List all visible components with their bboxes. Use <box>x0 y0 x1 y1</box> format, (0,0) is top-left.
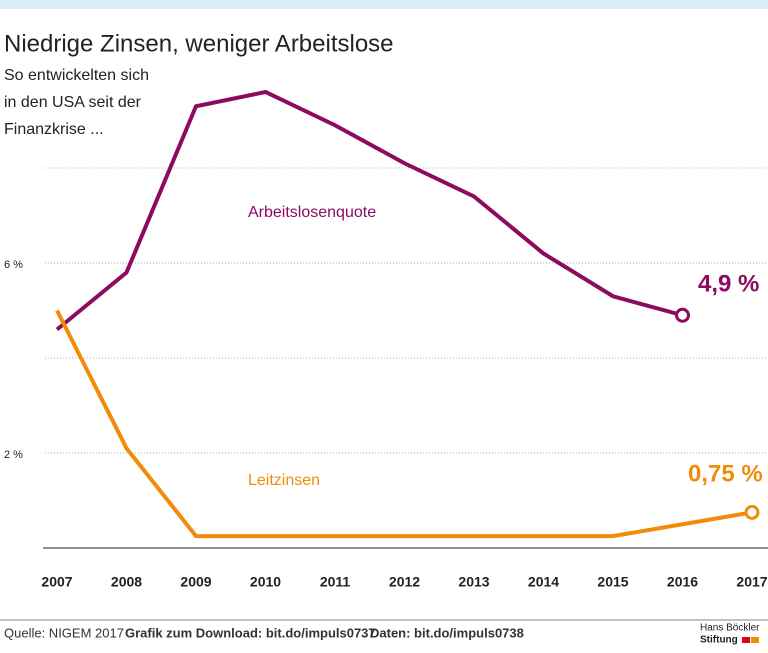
y-tick-label: 2 % <box>4 449 23 461</box>
subtitle: So entwickelten sich <box>4 67 149 84</box>
source: Quelle: NIGEM 2017 <box>4 625 124 640</box>
chart-title: Niedrige Zinsen, weniger Arbeitslose <box>4 30 394 57</box>
logo-text: Stiftung <box>700 635 738 646</box>
x-tick-label: 2014 <box>528 574 559 590</box>
logo-square <box>742 637 750 643</box>
download-link: Grafik zum Download: bit.do/impuls0737 <box>125 625 376 640</box>
x-tick-label: 2012 <box>389 574 420 590</box>
end-marker <box>675 307 690 323</box>
x-tick-label: 2015 <box>597 574 628 590</box>
subtitle: Finanzkrise ... <box>4 121 104 138</box>
logo-text: Hans Böckler <box>700 623 760 634</box>
end-marker <box>744 504 760 520</box>
line <box>55 89 684 332</box>
series-label: Arbeitslosenquote <box>248 204 376 221</box>
x-tick-label: 2017 <box>736 574 767 590</box>
logo-square <box>751 637 759 643</box>
x-tick-label: 2011 <box>320 574 351 590</box>
value-label: 0,75 % <box>688 460 763 487</box>
data-link: Daten: bit.do/impuls0738 <box>370 625 524 640</box>
series-label: Leitzinsen <box>248 472 320 489</box>
top-strip <box>0 0 768 9</box>
subtitle: in den USA seit der <box>4 94 142 111</box>
x-tick-label: 2008 <box>111 574 142 590</box>
y-tick-label: 6 % <box>4 259 23 271</box>
x-tick-label: 2016 <box>667 574 698 590</box>
x-tick-label: 2009 <box>180 574 211 590</box>
x-tick-label: 2013 <box>458 574 489 590</box>
line <box>55 309 753 539</box>
x-tick-label: 2010 <box>250 574 281 590</box>
x-tick-label: 2007 <box>41 574 72 590</box>
value-label: 4,9 % <box>698 270 759 297</box>
